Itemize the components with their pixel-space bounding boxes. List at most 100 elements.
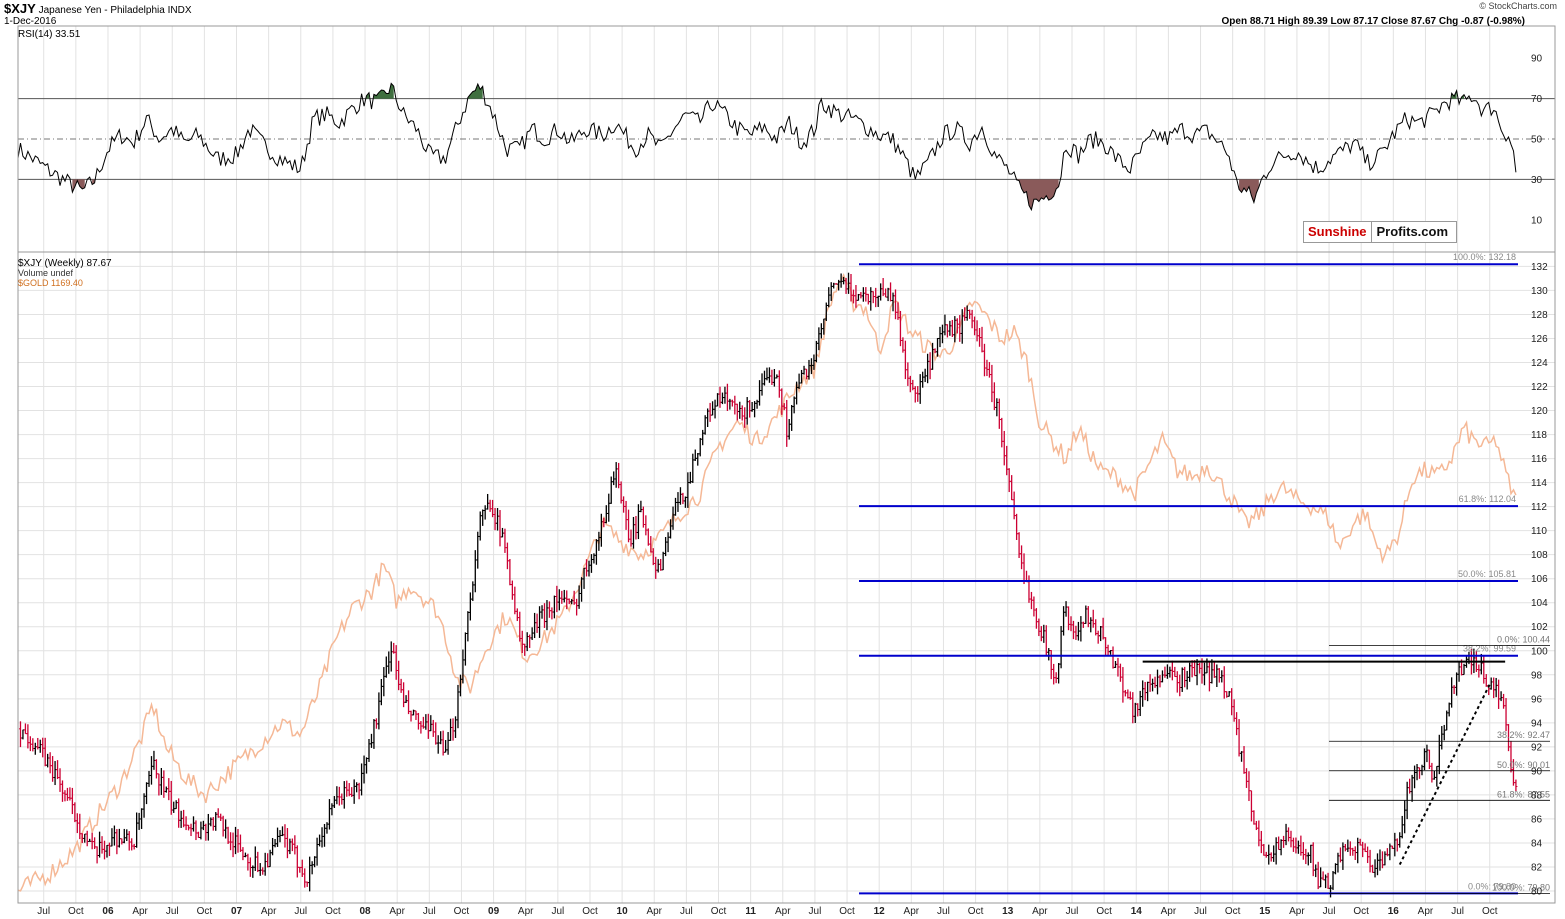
price-axis-label: 106 (1531, 574, 1548, 585)
time-axis-label: Apr (1161, 906, 1177, 917)
gold-line (17, 273, 1517, 892)
price-panel-frame (17, 251, 1556, 904)
sunshine-profits-logo: Sunshine Profits.com (1303, 221, 1457, 243)
price-axis-label: 94 (1531, 718, 1543, 729)
time-axis-label: Oct (1482, 906, 1498, 917)
price-axis-label: 114 (1531, 478, 1547, 489)
price-axis-label: 88 (1531, 790, 1543, 801)
rsi-axis-label: 10 (1531, 215, 1543, 226)
price-axis-label: 100 (1531, 646, 1548, 657)
time-axis-label: Jul (423, 906, 436, 917)
price-axis-label: 110 (1531, 526, 1547, 537)
time-axis-label: Jul (809, 906, 822, 917)
price-axis-label: 116 (1531, 454, 1547, 465)
stockcharts-credit: © StockCharts.com (1479, 1, 1557, 11)
legend-gold: $GOLD 1169.40 (18, 278, 83, 288)
price-axis-label: 112 (1531, 502, 1547, 513)
price-axis-label: 130 (1531, 286, 1548, 297)
time-axis-label: Oct (325, 906, 341, 917)
grid-lines (18, 26, 1555, 903)
time-axis-label: Jul (1066, 906, 1079, 917)
fib-minor-label: 61.8%: 87.55 (1497, 789, 1550, 799)
fibonacci-levels: 100.0%: 132.18 61.8%: 112.04 50.0%: 105.81… (859, 252, 1550, 895)
price-axis-label: 92 (1531, 742, 1543, 753)
time-axis-label: Apr (646, 906, 662, 917)
price-axis-label: 86 (1531, 814, 1543, 825)
support-trendline (1398, 683, 1491, 866)
time-axis-label: Oct (197, 906, 213, 917)
time-axis-label: Oct (968, 906, 984, 917)
price-axis-label: 102 (1531, 622, 1548, 633)
rsi-axis-label: 90 (1531, 54, 1543, 65)
price-axis-label: 90 (1531, 766, 1543, 777)
rsi-label: RSI(14) 33.51 (18, 29, 81, 40)
time-axis-label: Jul (551, 906, 564, 917)
fib-level-label: 61.8%: 112.04 (1459, 494, 1516, 504)
rsi-axis-label: 50 (1531, 135, 1543, 146)
time-axis-label: 08 (359, 906, 371, 917)
fib-level-label: 38.2%: 99.59 (1463, 644, 1516, 654)
time-axis-label: Apr (132, 906, 148, 917)
time-axis-label: 13 (1002, 906, 1014, 917)
time-axis-label: Oct (68, 906, 84, 917)
time-axis-label: 09 (488, 906, 500, 917)
time-axis-label: Oct (711, 906, 727, 917)
time-axis-label: 12 (874, 906, 886, 917)
time-axis-label: Apr (904, 906, 920, 917)
gold-series (17, 273, 1517, 892)
rsi-line (17, 82, 1517, 212)
price-axis-label: 104 (1531, 598, 1548, 609)
time-axis-label: Oct (1353, 906, 1369, 917)
time-axis-label: Jul (680, 906, 693, 917)
price-axis-label: 122 (1531, 382, 1548, 393)
price-axis-label: 96 (1531, 694, 1543, 705)
instrument-name: Japanese Yen - Philadelphia (38, 5, 165, 16)
time-axis-label: 06 (102, 906, 114, 917)
symbol: $XJY (4, 1, 36, 16)
chart-date: 1-Dec-2016 (4, 16, 57, 27)
time-axis-label: Oct (839, 906, 855, 917)
time-axis-label: Oct (454, 906, 470, 917)
fib-level-label: 100.0%: 132.18 (1453, 252, 1516, 262)
price-axis-label: 118 (1531, 430, 1547, 441)
time-axis-label: Apr (389, 906, 405, 917)
exchange: INDX (167, 5, 192, 16)
time-axis-label: Jul (937, 906, 950, 917)
time-axis-label: Jul (1194, 906, 1207, 917)
time-axis-label: Jul (294, 906, 307, 917)
time-axis-label: Apr (518, 906, 534, 917)
time-axis-label: Apr (775, 906, 791, 917)
brand-left: Sunshine (1304, 222, 1372, 242)
price-axis-label: 126 (1531, 334, 1548, 345)
price-axis-label: 120 (1531, 406, 1548, 417)
time-axis-label: Oct (1096, 906, 1112, 917)
time-axis-label: Apr (1032, 906, 1048, 917)
fib-minor-label: 38.2%: 92.47 (1497, 730, 1550, 740)
rsi-oversold-fill (72, 179, 85, 193)
chart-title: $XJY Japanese Yen - Philadelphia INDX (4, 1, 192, 16)
price-axis-label: 98 (1531, 670, 1543, 681)
time-axis-label: Apr (1418, 906, 1434, 917)
fib-minor-label: 100.0%: 79.80 (1492, 882, 1550, 892)
legend-price: $XJY (Weekly) 87.67 (18, 258, 112, 269)
time-axis-label: Jul (37, 906, 50, 917)
price-axis-label: 132 (1531, 262, 1548, 273)
rsi-overbought-fill (467, 84, 483, 99)
time-axis-label: 16 (1388, 906, 1400, 917)
price-axis-label: 128 (1531, 310, 1548, 321)
time-axis-label: Oct (1225, 906, 1241, 917)
ohlc-readout: Open 88.71 High 89.39 Low 87.17 Close 87… (1221, 16, 1525, 27)
time-axis-label: 07 (231, 906, 243, 917)
fib-minor-label: 50.0%: 90.01 (1497, 760, 1550, 770)
price-axis-label: 84 (1531, 838, 1543, 849)
fib-minor-label: 0.0%: 100.44 (1497, 634, 1550, 644)
price-axis-label: 108 (1531, 550, 1548, 561)
time-axis-label: 11 (745, 906, 756, 917)
rsi-panel (17, 82, 1555, 212)
axes: Jul Oct 06 Apr Jul Oct 07 Apr Jul Oct 08 Apr Jul Oct 0… (17, 25, 1556, 917)
time-axis-label: Oct (582, 906, 598, 917)
rsi-axis-label: 70 (1531, 94, 1543, 105)
time-axis-label: Jul (166, 906, 179, 917)
legend-volume: Volume undef (18, 268, 74, 278)
